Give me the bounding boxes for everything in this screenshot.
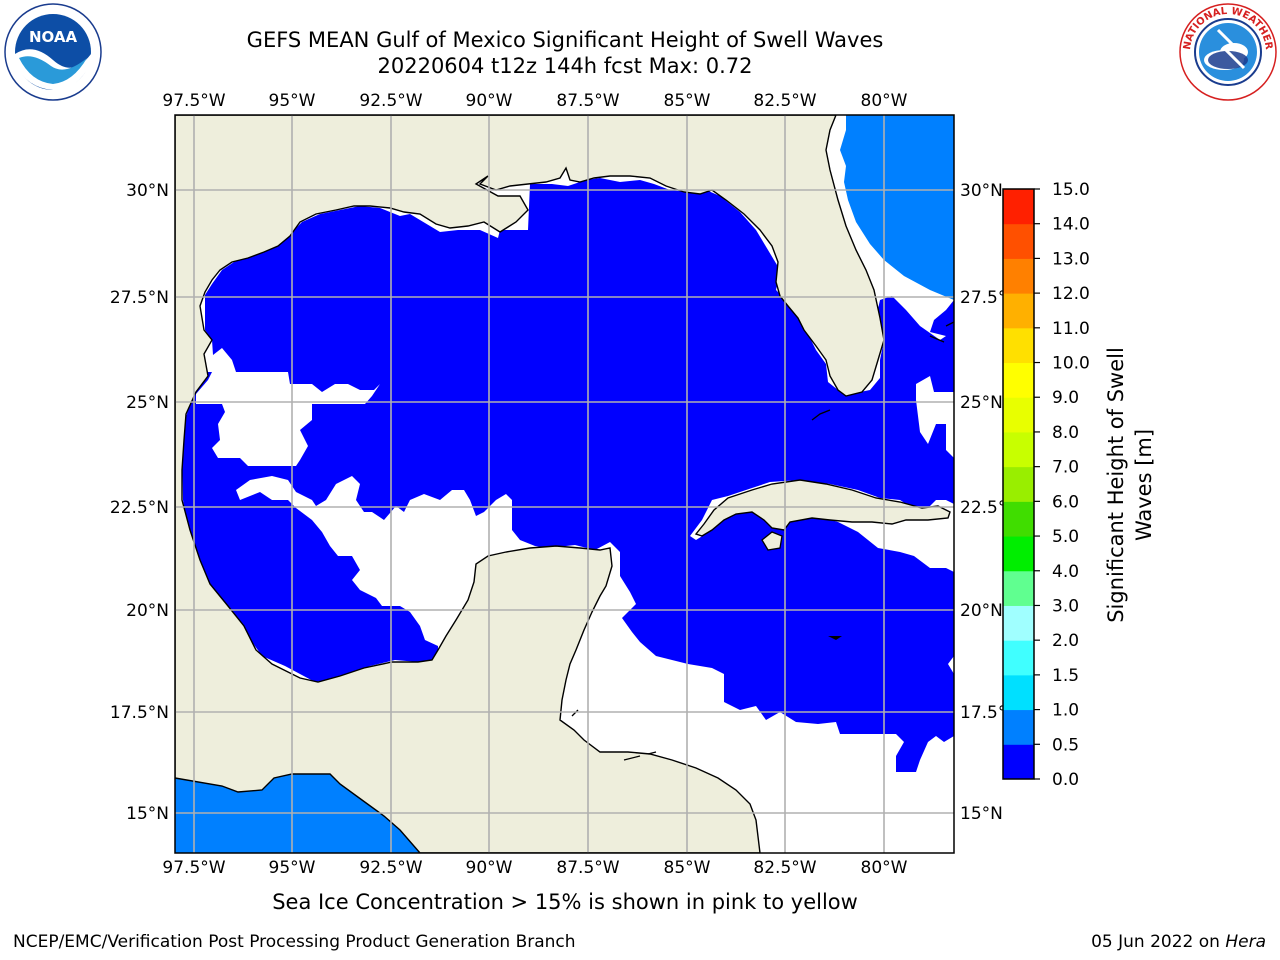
colorbar-segment — [1003, 640, 1034, 676]
colorbar-tick-label: 1.0 — [1052, 701, 1079, 721]
lon-label-bottom: 92.5°W — [359, 858, 422, 878]
colorbar-segment — [1003, 674, 1034, 711]
colorbar-segment — [1003, 293, 1034, 329]
lon-label-bottom: 87.5°W — [556, 858, 619, 878]
lon-label-bottom: 85°W — [664, 858, 711, 878]
lon-label-bottom: 90°W — [466, 858, 513, 878]
colorbar-segment — [1003, 397, 1034, 433]
chart-subtitle-run-info: 20220604 t12z 144h fcst Max: 0.72 — [377, 54, 753, 78]
colorbar-label-line2: Waves [m] — [1132, 429, 1156, 541]
lon-label-bottom: 97.5°W — [162, 858, 225, 878]
colorbar-tick-label: 7.0 — [1052, 458, 1079, 478]
lat-label-right: 25°N — [960, 393, 1003, 413]
colorbar-segment — [1003, 605, 1034, 641]
colorbar-tick-label: 11.0 — [1052, 319, 1090, 339]
colorbar-segment — [1003, 327, 1034, 364]
colorbar-tick-label: 12.0 — [1052, 284, 1090, 304]
lon-label-top: 90°W — [466, 91, 513, 111]
lon-label-bottom: 80°W — [861, 858, 908, 878]
colorbar-segment — [1003, 709, 1034, 745]
footer-host: Hera — [1225, 932, 1266, 952]
lat-label-left: 20°N — [126, 601, 169, 621]
noaa-logo: NOAA — [4, 3, 102, 101]
colorbar-label-line1: Significant Height of Swell — [1104, 347, 1128, 623]
colorbar-tick-label: 15.0 — [1052, 180, 1090, 200]
lat-label-right: 20°N — [960, 601, 1003, 621]
colorbar-segment — [1003, 362, 1034, 398]
map-gridlines — [175, 115, 954, 853]
lon-label-top: 85°W — [664, 91, 711, 111]
nws-logo: NATIONAL WEATHER SERVICE — [1178, 2, 1277, 101]
lon-label-top: 97.5°W — [162, 91, 225, 111]
lon-label-top: 80°W — [861, 91, 908, 111]
land-isla-juventud — [761, 531, 783, 551]
colorbar-tick-label: 9.0 — [1052, 388, 1079, 408]
footer-date: 05 Jun 2022 on Hera — [1091, 932, 1266, 952]
colorbar-segment — [1003, 536, 1034, 572]
lon-label-top: 95°W — [269, 91, 316, 111]
colorbar-segment — [1003, 189, 1034, 225]
colorbar-segment — [1003, 744, 1034, 780]
colorbar-frame — [1002, 188, 1035, 780]
footer-date-text: 05 Jun 2022 on — [1091, 932, 1226, 952]
colorbar-segment — [1003, 431, 1034, 468]
chart-title: GEFS MEAN Gulf of Mexico Significant Hei… — [246, 28, 884, 52]
sea-ice-note: Sea Ice Concentration > 15% is shown in … — [272, 890, 858, 914]
swell-region-0-0.5m — [182, 178, 954, 772]
colorbar-tick-label: 4.0 — [1052, 562, 1079, 582]
lat-label-left: 30°N — [126, 181, 169, 201]
lat-label-left: 27.5°N — [110, 288, 169, 308]
colorbar-segment — [1003, 223, 1034, 259]
land-jamaica — [828, 636, 842, 640]
land-north-america — [175, 115, 885, 853]
colorbar-tick-label: 0.5 — [1052, 735, 1079, 755]
lon-label-top: 87.5°W — [556, 91, 619, 111]
noaa-logo-text: NOAA — [29, 28, 78, 46]
colorbar-tick-label: 0.0 — [1052, 770, 1079, 790]
lat-label-left: 22.5°N — [110, 498, 169, 518]
swell-region-0.5-1m-atlantic — [840, 115, 954, 300]
lat-label-right: 30°N — [960, 181, 1003, 201]
lat-label-left: 17.5°N — [110, 703, 169, 723]
colorbar-tick-label: 1.5 — [1052, 666, 1079, 686]
colorbar-segment — [1003, 501, 1034, 537]
map-frame — [174, 114, 955, 854]
colorbar-tick-label: 3.0 — [1052, 596, 1079, 616]
colorbar-segment — [1003, 570, 1034, 606]
lat-label-right: 15°N — [960, 804, 1003, 824]
land-cuba — [694, 479, 951, 537]
lon-label-top: 92.5°W — [359, 91, 422, 111]
colorbar-tick-label: 10.0 — [1052, 354, 1090, 374]
colorbar-tick-label: 5.0 — [1052, 527, 1079, 547]
colorbar-segment — [1003, 258, 1034, 294]
lon-label-bottom: 95°W — [269, 858, 316, 878]
colorbar-tick-label: 6.0 — [1052, 492, 1079, 512]
colorbar-tick-label: 14.0 — [1052, 215, 1090, 235]
lon-label-bottom: 82.5°W — [753, 858, 816, 878]
footer-credit: NCEP/EMC/Verification Post Processing Pr… — [13, 932, 576, 952]
colorbar-segment — [1003, 466, 1034, 502]
colorbar-tick-label: 2.0 — [1052, 631, 1079, 651]
lon-label-top: 82.5°W — [753, 91, 816, 111]
colorbar-tick-label: 13.0 — [1052, 249, 1090, 269]
lat-label-left: 25°N — [126, 393, 169, 413]
lat-label-left: 15°N — [126, 804, 169, 824]
colorbar: 0.0 0.5 1.0 1.5 2.0 3.0 4.0 5.0 6.0 7.0 8.0 9.0 10.0… — [1002, 180, 1090, 790]
colorbar-tick-label: 8.0 — [1052, 423, 1079, 443]
